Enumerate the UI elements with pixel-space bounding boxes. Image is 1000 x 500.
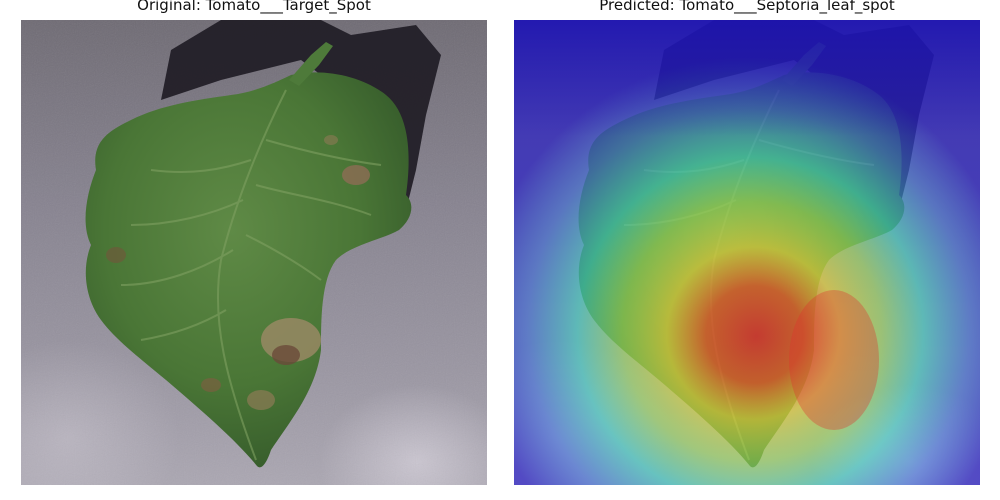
predicted-heatmap-image <box>514 20 980 485</box>
leaf-shadow <box>161 20 441 210</box>
title-original: Original: Tomato___Target_Spot <box>137 0 371 14</box>
title-predicted: Predicted: Tomato___Septoria_leaf_spot <box>599 0 895 14</box>
original-image <box>21 20 487 485</box>
leaf-illustration <box>21 20 487 485</box>
leaf-lesions <box>106 135 370 410</box>
heatmap-overlay <box>514 20 980 485</box>
leaf-stem <box>289 42 333 86</box>
leaf-veins <box>120 89 382 461</box>
